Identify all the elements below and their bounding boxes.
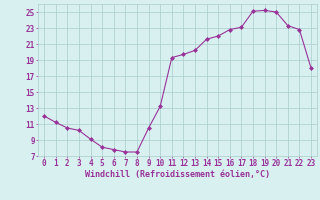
X-axis label: Windchill (Refroidissement éolien,°C): Windchill (Refroidissement éolien,°C) (85, 170, 270, 179)
